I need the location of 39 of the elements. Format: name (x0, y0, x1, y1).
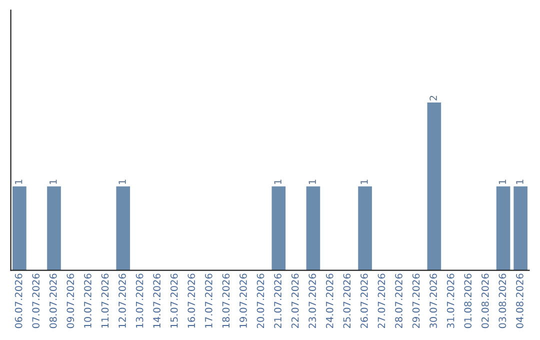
x-tick-label: 22.07.2026 (291, 274, 299, 328)
x-tick-label: 30.07.2026 (430, 274, 437, 328)
data-label: 1 (274, 180, 282, 184)
x-tick-label: 20.07.2026 (256, 274, 264, 328)
data-label: 1 (498, 180, 506, 184)
x-tick-label: 07.07.2026 (32, 274, 40, 328)
x-tick-label: 10.07.2026 (84, 274, 92, 328)
x-tick-label: 16.07.2026 (188, 274, 196, 328)
data-label: 1 (516, 180, 524, 184)
x-tick-label: 26.07.2026 (360, 274, 368, 328)
x-tick-label: 18.07.2026 (222, 274, 230, 328)
x-tick-label: 17.07.2026 (204, 274, 212, 328)
x-tick-label: 31.07.2026 (446, 274, 454, 328)
x-tick-label: 03.08.2026 (498, 274, 506, 328)
x-tick-label: 11.07.2026 (101, 274, 109, 328)
x-tick-label: 25.07.2026 (343, 274, 351, 328)
x-tick-label: 24.07.2026 (326, 274, 334, 328)
x-tick-label: 29.07.2026 (412, 274, 420, 328)
x-tick-label: 27.07.2026 (378, 274, 386, 328)
x-tick-label: 23.07.2026 (308, 274, 316, 328)
data-label: 1 (50, 180, 57, 184)
x-tick-label: 13.07.2026 (136, 274, 144, 328)
data-label: 1 (118, 180, 126, 184)
x-tick-label: 15.07.2026 (170, 274, 178, 328)
x-tick-label: 12.07.2026 (118, 274, 126, 328)
data-label: 1 (15, 180, 22, 184)
x-tick-label: 09.07.2026 (66, 274, 74, 328)
x-tick-label: 19.07.2026 (240, 274, 247, 328)
x-tick-label: 02.08.2026 (481, 274, 489, 328)
x-tick-label: 01.08.2026 (464, 274, 472, 328)
data-label: 1 (360, 180, 368, 184)
data-label: 1 (308, 180, 316, 184)
x-tick-label: 04.08.2026 (516, 274, 524, 328)
x-tick-label: 21.07.2026 (274, 274, 282, 328)
x-tick-label: 06.07.2026 (14, 274, 22, 328)
x-tick-label: 14.07.2026 (153, 274, 160, 328)
x-tick-label: 08.07.2026 (49, 274, 57, 328)
x-tick-label: 28.07.2026 (395, 274, 402, 328)
data-label: 2 (430, 96, 437, 100)
